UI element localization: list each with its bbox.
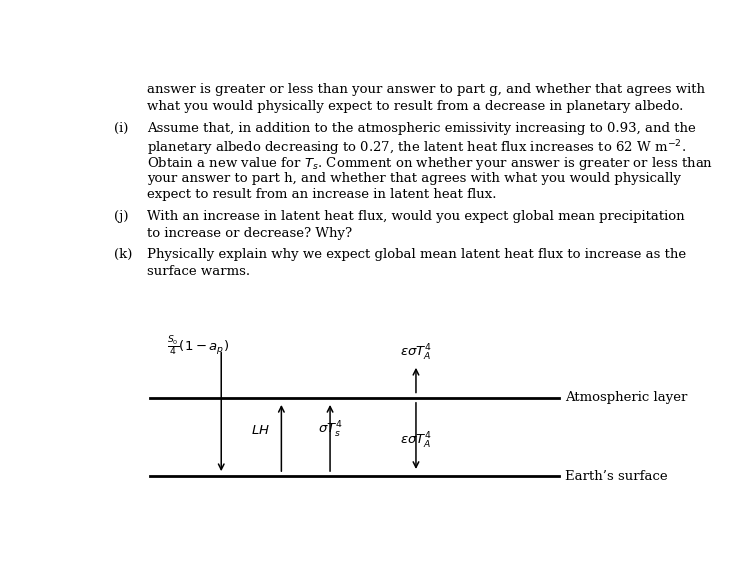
- Text: $\frac{S_0}{4}(1-a_p)$: $\frac{S_0}{4}(1-a_p)$: [167, 335, 229, 358]
- Text: expect to result from an increase in latent heat flux.: expect to result from an increase in lat…: [147, 188, 497, 201]
- Text: Earth’s surface: Earth’s surface: [565, 469, 667, 483]
- Text: $LH$: $LH$: [251, 424, 270, 437]
- Text: to increase or decrease? Why?: to increase or decrease? Why?: [147, 227, 352, 239]
- Text: With an increase in latent heat flux, would you expect global mean precipitation: With an increase in latent heat flux, wo…: [147, 210, 684, 223]
- Text: surface warms.: surface warms.: [147, 265, 250, 278]
- Text: (j): (j): [114, 210, 129, 223]
- Text: planetary albedo decreasing to 0.27, the latent heat flux increases to 62 W m$^{: planetary albedo decreasing to 0.27, the…: [147, 138, 686, 158]
- Text: your answer to part h, and whether that agrees with what you would physically: your answer to part h, and whether that …: [147, 171, 681, 184]
- Text: (i): (i): [114, 122, 129, 135]
- Text: $\sigma T_s^4$: $\sigma T_s^4$: [318, 420, 342, 441]
- Text: $\varepsilon\sigma T_A^4$: $\varepsilon\sigma T_A^4$: [400, 342, 432, 363]
- Text: Physically explain why we expect global mean latent heat flux to increase as the: Physically explain why we expect global …: [147, 248, 686, 261]
- Text: answer is greater or less than your answer to part g, and whether that agrees wi: answer is greater or less than your answ…: [147, 83, 705, 96]
- Text: Obtain a new value for $T_s$. Comment on whether your answer is greater or less : Obtain a new value for $T_s$. Comment on…: [147, 155, 713, 172]
- Text: what you would physically expect to result from a decrease in planetary albedo.: what you would physically expect to resu…: [147, 100, 683, 113]
- Text: $\varepsilon\sigma T_A^4$: $\varepsilon\sigma T_A^4$: [400, 431, 432, 451]
- Text: Atmospheric layer: Atmospheric layer: [565, 391, 687, 404]
- Text: Assume that, in addition to the atmospheric emissivity increasing to 0.93, and t: Assume that, in addition to the atmosphe…: [147, 122, 695, 135]
- Text: (k): (k): [114, 248, 132, 261]
